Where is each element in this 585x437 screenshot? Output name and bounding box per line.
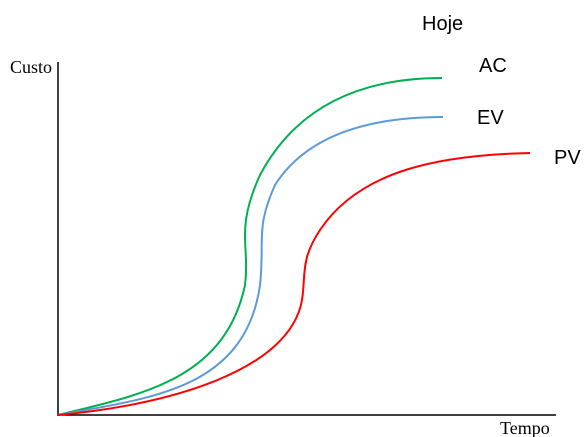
pv-curve bbox=[57, 152, 531, 416]
ac-curve bbox=[57, 77, 443, 416]
ev-curve bbox=[57, 116, 444, 416]
x-axis-label: Tempo bbox=[500, 418, 550, 437]
y-axis-label: Custo bbox=[10, 57, 52, 77]
pv-curve-label: PV bbox=[554, 147, 581, 169]
ac-curve-label: AC bbox=[479, 55, 507, 77]
today-label: Hoje bbox=[422, 13, 463, 35]
ev-curve-label: EV bbox=[477, 107, 504, 129]
